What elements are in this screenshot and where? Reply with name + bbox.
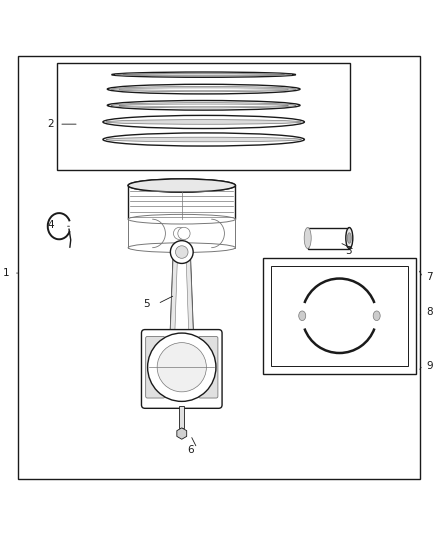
Ellipse shape [346,228,353,248]
Circle shape [176,246,188,259]
Ellipse shape [112,72,296,77]
Bar [128,219,236,248]
Text: 9: 9 [426,361,433,372]
Text: 8: 8 [426,308,433,318]
Ellipse shape [107,84,300,94]
Text: 1: 1 [3,268,10,278]
Ellipse shape [107,101,300,110]
Ellipse shape [128,179,236,192]
Ellipse shape [123,74,285,75]
Ellipse shape [106,120,301,124]
Text: 2: 2 [47,119,54,129]
Ellipse shape [111,86,296,92]
Ellipse shape [304,228,311,248]
Circle shape [157,343,206,392]
Text: 7: 7 [426,272,433,282]
Ellipse shape [119,88,289,90]
FancyBboxPatch shape [146,336,165,398]
Ellipse shape [103,133,304,146]
Bar [179,406,184,429]
Bar [128,185,236,219]
Ellipse shape [128,214,236,224]
Ellipse shape [373,311,380,320]
Text: 4: 4 [47,220,54,230]
Polygon shape [186,252,194,365]
Bar [271,265,408,366]
Text: 3: 3 [345,246,352,256]
Bar [307,228,349,248]
Bar [57,63,350,170]
Circle shape [170,241,193,263]
Ellipse shape [347,233,351,243]
Ellipse shape [128,179,236,192]
Text: 5: 5 [143,298,150,309]
Ellipse shape [119,104,289,107]
Ellipse shape [299,311,306,320]
Bar [263,258,416,374]
Polygon shape [169,252,194,369]
Polygon shape [169,252,177,365]
FancyBboxPatch shape [198,336,218,398]
FancyBboxPatch shape [141,329,222,408]
Ellipse shape [128,243,236,253]
Ellipse shape [173,227,186,239]
Ellipse shape [106,137,301,142]
Ellipse shape [115,73,292,76]
Ellipse shape [178,227,190,239]
Circle shape [148,333,216,401]
Polygon shape [171,367,192,390]
Ellipse shape [111,103,296,108]
Text: 6: 6 [187,445,194,455]
Ellipse shape [103,115,304,128]
